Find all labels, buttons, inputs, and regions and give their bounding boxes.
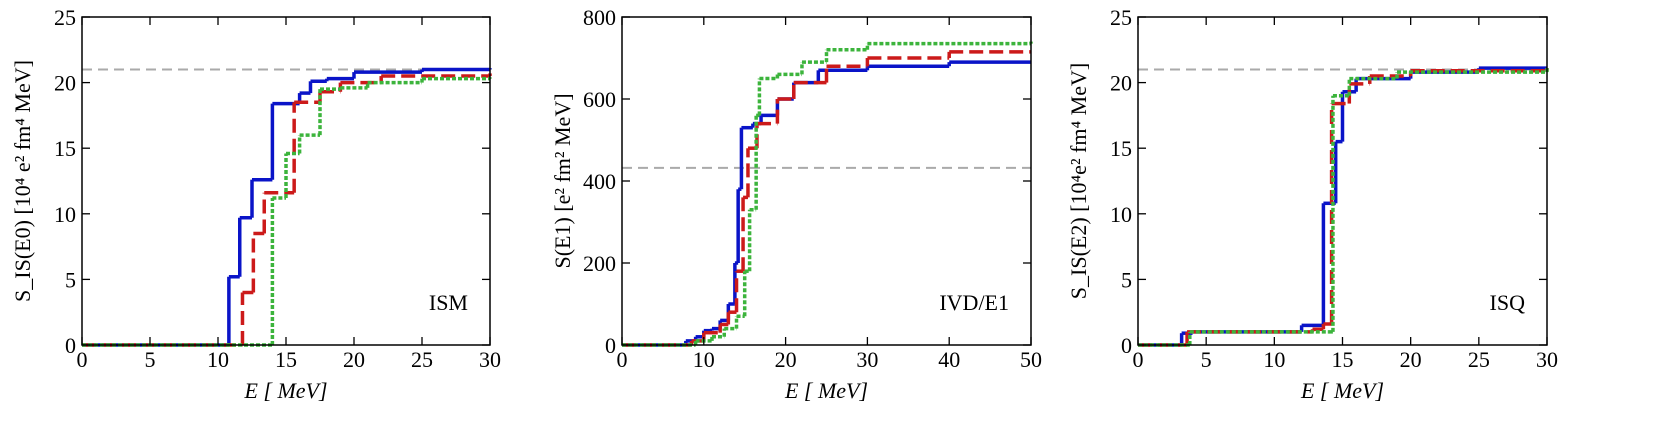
x-axis-label: E [ MeV] [784,378,868,403]
x-tick-label: 20 [1400,347,1422,372]
y-tick-label: 25 [1110,5,1132,30]
y-tick-label: 800 [583,5,616,30]
x-tick-label: 15 [275,347,297,372]
annotation: ISQ [1490,290,1526,315]
y-tick-label: 0 [1121,333,1132,358]
y-tick-label: 5 [1121,267,1132,292]
x-axis-label: E [ MeV] [243,378,327,403]
x-axis-label: E [ MeV] [1300,378,1384,403]
x-tick-label: 15 [1332,347,1354,372]
x-tick-label: 30 [479,347,501,372]
annotation: IVD/E1 [939,290,1009,315]
x-tick-label: 0 [617,347,628,372]
y-tick-label: 20 [54,71,76,96]
y-tick-label: 200 [583,251,616,276]
y-tick-label: 15 [1110,136,1132,161]
y-axis-label: S(E1) [e² fm² MeV] [550,93,575,268]
y-axis-label: S_IS(E2) [10⁴e² fm⁴ MeV] [1066,63,1091,299]
x-tick-label: 30 [1536,347,1558,372]
y-tick-label: 600 [583,87,616,112]
y-tick-label: 10 [1110,202,1132,227]
x-tick-label: 10 [693,347,715,372]
x-tick-label: 5 [145,347,156,372]
y-tick-label: 5 [65,267,76,292]
plot-frame [1137,16,1548,346]
x-tick-label: 25 [411,347,433,372]
annotation: ISM [429,290,468,315]
x-tick-label: 20 [775,347,797,372]
x-tick-label: 10 [1263,347,1285,372]
x-tick-label: 20 [343,347,365,372]
y-tick-label: 400 [583,169,616,194]
x-tick-label: 30 [856,347,878,372]
x-tick-label: 0 [77,347,88,372]
y-tick-label: 15 [54,136,76,161]
y-tick-label: 20 [1110,71,1132,96]
y-axis-label: S_IS(E0) [10⁴ e² fm⁴ MeV] [10,60,35,302]
x-tick-label: 10 [207,347,229,372]
x-tick-label: 5 [1201,347,1212,372]
y-tick-label: 25 [54,5,76,30]
x-tick-label: 50 [1020,347,1042,372]
x-tick-label: 0 [1133,347,1144,372]
y-tick-label: 0 [605,333,616,358]
x-tick-label: 25 [1468,347,1490,372]
x-tick-label: 40 [938,347,960,372]
y-tick-label: 10 [54,202,76,227]
y-tick-label: 0 [65,333,76,358]
